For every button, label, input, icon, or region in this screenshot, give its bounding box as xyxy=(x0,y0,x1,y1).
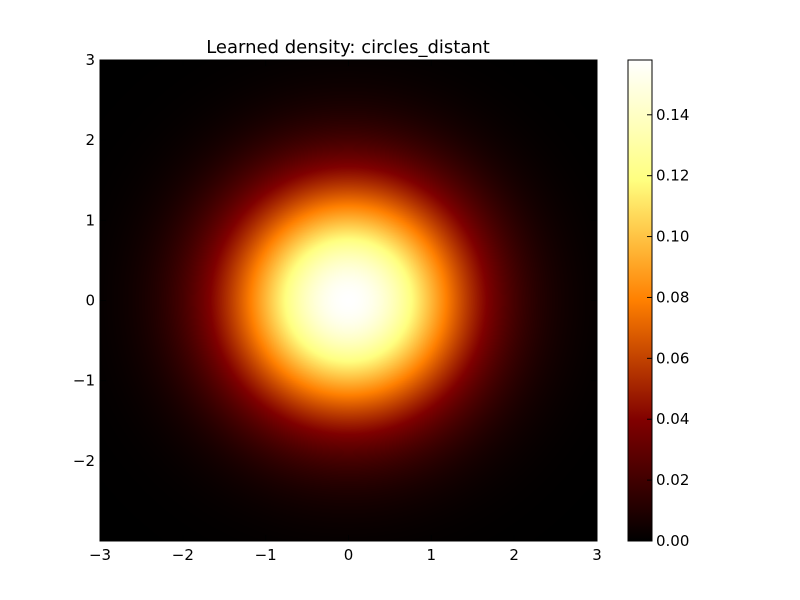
y-tick-label: 2 xyxy=(85,131,95,149)
colorbar-tick-label: 0.10 xyxy=(656,228,689,246)
x-tick-label: −2 xyxy=(172,546,194,564)
heatmap-image-wrapper xyxy=(100,60,597,541)
colorbar-axis: 0.00 0.02 0.04 0.06 0.08 0.10 0.12 0.14 xyxy=(647,106,689,550)
colorbar-tick-label: 0.02 xyxy=(656,471,689,489)
x-tick-label: 3 xyxy=(592,546,602,564)
colorbar xyxy=(627,59,653,542)
colorbar-tick-label: 0.12 xyxy=(656,167,689,185)
x-tick-label: 1 xyxy=(427,546,437,564)
y-tick-label: −1 xyxy=(73,372,95,390)
colorbar-tick-label: 0.08 xyxy=(656,288,689,306)
x-tick-label: −3 xyxy=(89,546,111,564)
x-tick-label: −1 xyxy=(255,546,277,564)
y-tick-label: 1 xyxy=(85,211,95,229)
y-axis: −2 −1 0 1 2 3 xyxy=(73,51,597,470)
x-tick-label: 0 xyxy=(344,546,354,564)
y-tick-label: 0 xyxy=(85,292,95,310)
y-tick-label: −2 xyxy=(73,452,95,470)
heatmap-image xyxy=(100,60,597,541)
x-axis: −3 −2 −1 0 1 2 3 xyxy=(89,60,602,564)
y-tick-label: 3 xyxy=(85,51,95,69)
x-tick-label: 2 xyxy=(509,546,519,564)
colorbar-tick-label: 0.14 xyxy=(656,106,689,124)
colorbar-tick-label: 0.00 xyxy=(656,532,689,550)
colorbar-tick-label: 0.04 xyxy=(656,410,689,428)
colorbar-tick-label: 0.06 xyxy=(656,349,689,367)
chart-title: Learned density: circles_distant xyxy=(206,37,490,58)
